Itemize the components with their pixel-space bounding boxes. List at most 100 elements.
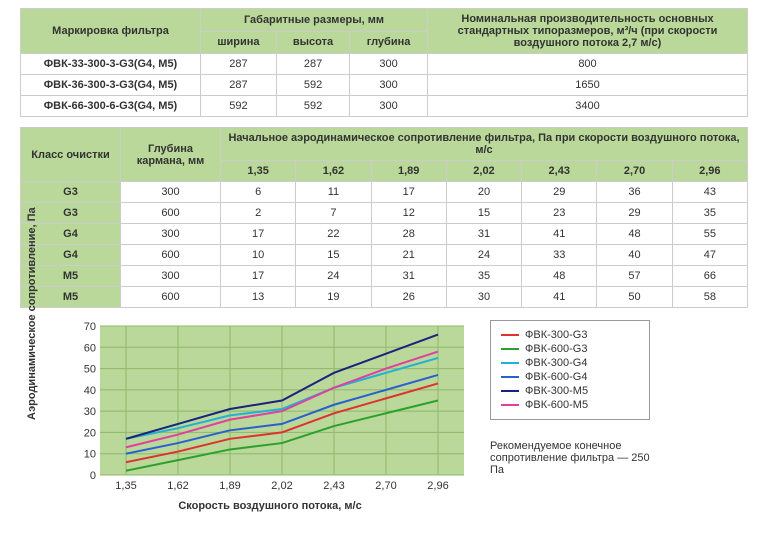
cell: 15 bbox=[446, 203, 521, 224]
cell: 41 bbox=[522, 287, 597, 308]
cell: 50 bbox=[597, 287, 672, 308]
svg-text:10: 10 bbox=[84, 449, 96, 461]
chart-xlabel: Скорость воздушного потока, м/с bbox=[70, 500, 470, 512]
chart-legend: ФВК-300-G3 ФВК-600-G3 ФВК-300-G4 ФВК-600… bbox=[490, 320, 650, 420]
t1-h-filter: Маркировка фильтра bbox=[21, 9, 201, 54]
cell: 592 bbox=[201, 96, 277, 117]
svg-text:20: 20 bbox=[84, 427, 96, 439]
cell: 6 bbox=[221, 182, 296, 203]
cell: 30 bbox=[446, 287, 521, 308]
t1-h-perf: Номинальная производительность основных … bbox=[428, 9, 748, 54]
cell: 600 bbox=[121, 203, 221, 224]
cell: 600 bbox=[121, 245, 221, 266]
cell: 300 bbox=[121, 224, 221, 245]
table-row: M5 30017243135485766 bbox=[21, 266, 748, 287]
cell: 29 bbox=[597, 203, 672, 224]
t2-h-class: Класс очистки bbox=[21, 128, 121, 182]
cell: 300 bbox=[350, 75, 428, 96]
cell: 40 bbox=[597, 245, 672, 266]
t2-speed-h: 1,89 bbox=[371, 161, 446, 182]
legend-swatch bbox=[501, 334, 519, 336]
cell: 36 bbox=[597, 182, 672, 203]
legend-label: ФВК-600-G4 bbox=[525, 371, 587, 383]
cell: 17 bbox=[371, 182, 446, 203]
reco-text: Рекомендуемое конечное сопротивление фил… bbox=[490, 440, 650, 476]
svg-text:70: 70 bbox=[84, 321, 96, 333]
cell: 2 bbox=[221, 203, 296, 224]
cell: 58 bbox=[672, 287, 747, 308]
cell: 300 bbox=[121, 266, 221, 287]
cell: 1650 bbox=[428, 75, 748, 96]
cell: 41 bbox=[522, 224, 597, 245]
cell: 17 bbox=[221, 266, 296, 287]
cell: 20 bbox=[446, 182, 521, 203]
cell: 28 bbox=[371, 224, 446, 245]
cell: 15 bbox=[296, 245, 371, 266]
filter-size-table: Маркировка фильтра Габаритные размеры, м… bbox=[20, 8, 748, 117]
legend-swatch bbox=[501, 404, 519, 406]
legend-label: ФВК-300-G3 bbox=[525, 329, 587, 341]
table-row: ФВК-33-300-3-G3(G4, M5) 287 287 300 800 bbox=[21, 54, 748, 75]
legend-label: ФВК-300-G4 bbox=[525, 357, 587, 369]
t2-speed-h: 2,02 bbox=[446, 161, 521, 182]
legend-swatch bbox=[501, 390, 519, 392]
svg-text:1,35: 1,35 bbox=[115, 480, 136, 492]
t1-h-w: ширина bbox=[201, 31, 277, 54]
svg-text:60: 60 bbox=[84, 342, 96, 354]
legend-item: ФВК-300-M5 bbox=[501, 385, 639, 397]
cell: 55 bbox=[672, 224, 747, 245]
table-row: G3 3006111720293643 bbox=[21, 182, 748, 203]
legend-item: ФВК-600-G3 bbox=[501, 343, 639, 355]
svg-text:1,89: 1,89 bbox=[219, 480, 240, 492]
svg-text:2,96: 2,96 bbox=[427, 480, 448, 492]
t2-speed-h: 2,96 bbox=[672, 161, 747, 182]
cell: 592 bbox=[276, 96, 349, 117]
cell: 592 bbox=[276, 75, 349, 96]
cell: 33 bbox=[522, 245, 597, 266]
svg-text:2,70: 2,70 bbox=[375, 480, 396, 492]
cell: 21 bbox=[371, 245, 446, 266]
svg-text:50: 50 bbox=[84, 364, 96, 376]
t1-h-perf-text: Номинальная производительность основных … bbox=[458, 13, 718, 49]
cell: 7 bbox=[296, 203, 371, 224]
cell: 57 bbox=[597, 266, 672, 287]
cell: 47 bbox=[672, 245, 747, 266]
t2-speed-h: 2,43 bbox=[522, 161, 597, 182]
t1-h-d: глубина bbox=[350, 31, 428, 54]
legend-item: ФВК-600-M5 bbox=[501, 399, 639, 411]
line-chart: 0102030405060701,351,621,892,022,432,702… bbox=[70, 320, 470, 495]
cell: ФВК-66-300-6-G3(G4, M5) bbox=[21, 96, 201, 117]
chart-area: Аэродинамическое сопротивление, Па 01020… bbox=[20, 320, 748, 512]
cell: 22 bbox=[296, 224, 371, 245]
cell: 10 bbox=[221, 245, 296, 266]
t1-h-h: высота bbox=[276, 31, 349, 54]
cell: ФВК-33-300-3-G3(G4, M5) bbox=[21, 54, 201, 75]
cell: 48 bbox=[522, 266, 597, 287]
table-row: G4 60010152124334047 bbox=[21, 245, 748, 266]
cell: 17 bbox=[221, 224, 296, 245]
t2-speed-h: 1,35 bbox=[221, 161, 296, 182]
chart-box: Аэродинамическое сопротивление, Па 01020… bbox=[70, 320, 470, 512]
cell: 287 bbox=[201, 75, 277, 96]
svg-text:40: 40 bbox=[84, 385, 96, 397]
t2-h-main: Начальное аэродинамическое сопротивление… bbox=[221, 128, 748, 161]
cell: 31 bbox=[371, 266, 446, 287]
legend-swatch bbox=[501, 376, 519, 378]
legend-swatch bbox=[501, 362, 519, 364]
cell: 800 bbox=[428, 54, 748, 75]
legend-label: ФВК-600-G3 bbox=[525, 343, 587, 355]
cell: 13 bbox=[221, 287, 296, 308]
legend-swatch bbox=[501, 348, 519, 350]
svg-text:2,43: 2,43 bbox=[323, 480, 344, 492]
cell: 19 bbox=[296, 287, 371, 308]
cell: 29 bbox=[522, 182, 597, 203]
cell: 24 bbox=[296, 266, 371, 287]
cell: 24 bbox=[446, 245, 521, 266]
table-row: G4 30017222831414855 bbox=[21, 224, 748, 245]
cell: 66 bbox=[672, 266, 747, 287]
svg-text:2,02: 2,02 bbox=[271, 480, 292, 492]
cell: 3400 bbox=[428, 96, 748, 117]
table-row: ФВК-66-300-6-G3(G4, M5) 592 592 300 3400 bbox=[21, 96, 748, 117]
cell: 31 bbox=[446, 224, 521, 245]
table-row: ФВК-36-300-3-G3(G4, M5) 287 592 300 1650 bbox=[21, 75, 748, 96]
